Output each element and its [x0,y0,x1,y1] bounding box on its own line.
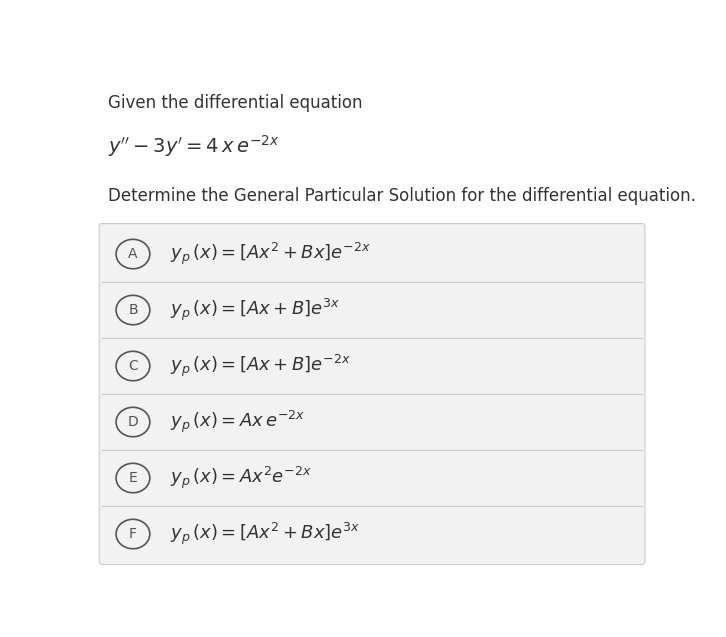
Text: E: E [129,471,137,485]
Text: $y_{p}\,(x) = Ax\,e^{-2x}$: $y_{p}\,(x) = Ax\,e^{-2x}$ [169,409,305,435]
Circle shape [116,407,150,437]
FancyBboxPatch shape [99,224,645,564]
Text: $y_{p}\,(x) = \left[Ax + B\right]e^{-2x}$: $y_{p}\,(x) = \left[Ax + B\right]e^{-2x}… [169,353,351,379]
Text: Determine the General Particular Solution for the differential equation.: Determine the General Particular Solutio… [107,187,696,205]
Text: C: C [128,359,138,373]
Text: $y_{p}\,(x) = Ax^2 e^{-2x}$: $y_{p}\,(x) = Ax^2 e^{-2x}$ [169,465,311,491]
Text: B: B [128,303,138,317]
Circle shape [116,519,150,548]
Text: $y_{p}\,(x) = \left[Ax^2 + Bx\right]e^{-2x}$: $y_{p}\,(x) = \left[Ax^2 + Bx\right]e^{-… [169,241,370,267]
Text: F: F [129,527,137,541]
Circle shape [116,352,150,381]
Circle shape [116,240,150,269]
Text: A: A [129,247,138,261]
Text: $y_{p}\,(x) = \left[Ax + B\right]e^{3x}$: $y_{p}\,(x) = \left[Ax + B\right]e^{3x}$ [169,297,340,323]
Circle shape [116,463,150,493]
Text: $y_{p}\,(x) = \left[Ax^2 + Bx\right]e^{3x}$: $y_{p}\,(x) = \left[Ax^2 + Bx\right]e^{3… [169,521,360,547]
Text: D: D [128,415,139,429]
Circle shape [116,296,150,325]
Text: Given the differential equation: Given the differential equation [107,94,362,111]
Text: $y'' - 3y' = 4\,x\,e^{-2x}$: $y'' - 3y' = 4\,x\,e^{-2x}$ [107,133,279,159]
